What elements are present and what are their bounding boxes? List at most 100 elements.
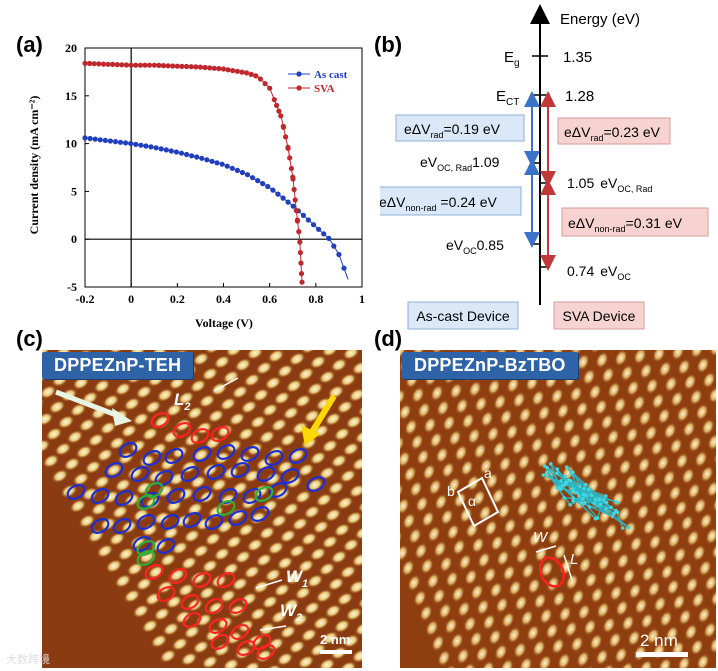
molecule-atom (582, 486, 586, 491)
molecule-outline (538, 556, 566, 588)
molecule-spot (594, 398, 608, 416)
molecule-spot (506, 376, 520, 394)
molecule-spot (584, 571, 598, 589)
marker-blue (66, 484, 86, 500)
marker-blue (112, 518, 132, 534)
molecule-spot (261, 595, 279, 609)
data-point (290, 176, 296, 182)
x-axis-label: Voltage (V) (195, 316, 253, 330)
molecule-atom (604, 500, 609, 505)
molecule-spot (114, 478, 132, 492)
molecule-spot (123, 397, 141, 411)
molecule-spot (213, 547, 231, 561)
energy-level-diagram: Energy (eV) Eg 1.35 ECT 1.28 eVOC, Rad1.… (380, 4, 709, 330)
data-point (102, 137, 108, 143)
molecule-spot (425, 619, 439, 637)
molecule-spot (255, 649, 273, 663)
molecule-spot (354, 526, 362, 540)
molecule-spot (354, 622, 362, 636)
molecule-spot (306, 382, 324, 396)
molecule-bond (572, 488, 618, 503)
molecule-spot (618, 458, 632, 476)
molecule-spot (507, 626, 521, 644)
molecule-spot (427, 525, 441, 543)
legend-marker-as-cast (296, 71, 302, 77)
molecule-spot (511, 438, 525, 456)
molecule-spot (300, 532, 318, 546)
molecule-spot (692, 544, 706, 562)
molecule-spot (114, 574, 132, 588)
molecule-spot (297, 655, 315, 668)
molecule-spot (508, 579, 522, 597)
molecule-spot (625, 426, 639, 444)
panel-label-b: (b) (374, 32, 403, 57)
molecule-spot (515, 547, 529, 565)
molecule-spot (318, 658, 336, 668)
molecule-spot (583, 618, 597, 636)
molecule-spot (576, 650, 590, 668)
molecule-spot (93, 379, 111, 393)
molecule-spot (546, 575, 560, 593)
molecule-spot (514, 594, 528, 612)
data-point (96, 61, 102, 67)
molecule-spot (400, 388, 406, 406)
data-point (326, 235, 332, 241)
molecule-spot (404, 418, 418, 436)
marker-blue (288, 448, 308, 464)
level-ect-value: 1.28 (565, 88, 594, 105)
marker-green (254, 486, 274, 502)
molecule-spot (475, 645, 489, 663)
molecule-spot (234, 646, 252, 660)
molecule-spot (318, 370, 336, 384)
marker-green (136, 494, 156, 510)
molecule-spot (680, 514, 694, 532)
molecule-spot (708, 386, 716, 404)
marker-blue (114, 490, 134, 506)
level-eg: Eg (504, 49, 520, 69)
molecule-spot (264, 664, 282, 668)
molecule-spot (697, 606, 711, 624)
molecule-spot (582, 368, 596, 386)
molecule-atom (604, 507, 608, 511)
molecule-spot (676, 405, 690, 423)
jv-chart: -0.2 0 0.2 0.4 0.6 0.8 1 -5 0 5 10 15 20 Voltage (V)… (27, 41, 365, 330)
molecule-spot (655, 501, 669, 519)
molecule-spot (628, 582, 642, 600)
box-ascast-nonrad (380, 186, 522, 216)
molecule-spot (402, 512, 416, 530)
data-point (250, 175, 256, 181)
molecule-spot (246, 538, 264, 552)
molecule-spot (605, 475, 619, 493)
level-sva-voc: 0.74 eVOC (567, 263, 631, 282)
molecule-spot (642, 518, 656, 536)
molecule-atom (542, 464, 547, 468)
molecule-spot (126, 562, 144, 576)
molecule-spot (564, 620, 578, 638)
molecule-spot (415, 495, 429, 513)
data-point (202, 64, 208, 71)
molecule-spot (348, 388, 362, 402)
molecule-atom (568, 503, 572, 507)
molecule-atom (564, 465, 569, 469)
data-point (310, 222, 317, 228)
molecule-spot (99, 421, 117, 435)
molecule-spot (111, 505, 129, 519)
molecule-spot (270, 610, 288, 624)
molecule-spot (702, 371, 716, 389)
molecule-atom (581, 496, 585, 501)
molecule-spot (566, 526, 580, 544)
molecule-spot (545, 622, 559, 640)
data-point (341, 265, 347, 271)
molecule-spot (72, 472, 90, 486)
molecule-spot (553, 543, 567, 561)
molecule-spot (285, 571, 303, 585)
molecule-spot (454, 444, 468, 462)
molecule-spot (96, 544, 114, 558)
molecule-spot (333, 427, 351, 441)
molecule-spot (255, 361, 273, 375)
marker-green (136, 540, 156, 556)
molecule-atom (587, 505, 592, 509)
molecule-spot (210, 478, 228, 492)
molecule-spot (449, 382, 463, 400)
data-point (199, 155, 205, 161)
